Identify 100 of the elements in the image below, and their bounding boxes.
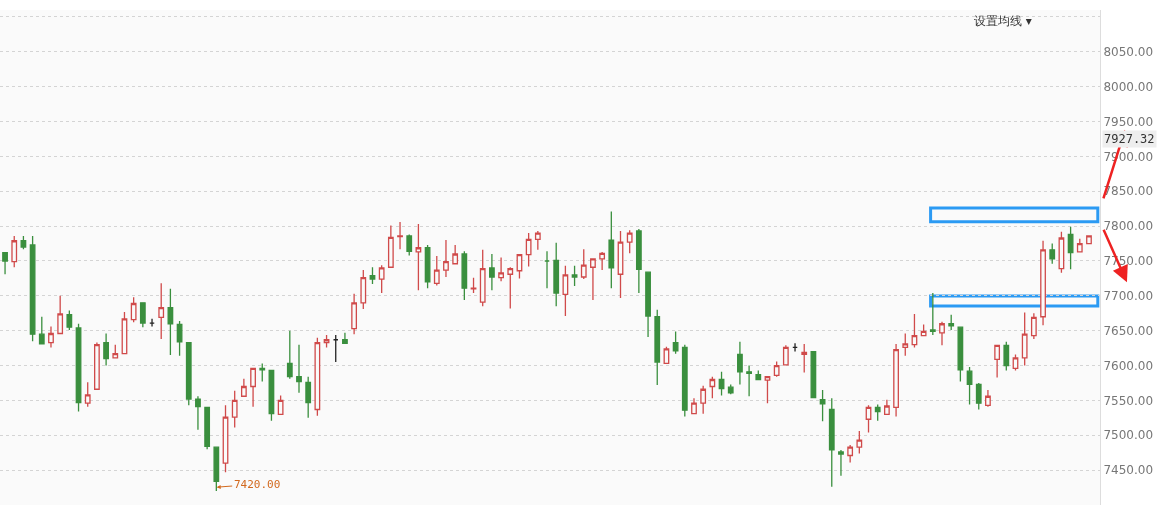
y-tick-label: 8000.00: [1103, 79, 1154, 94]
candlestick: [553, 242, 560, 307]
candlestick: [286, 330, 293, 380]
candlestick: [277, 394, 284, 416]
y-tick-label: 7500.00: [1103, 428, 1154, 443]
candlestick: [314, 337, 321, 417]
candlestick: [231, 390, 238, 429]
annotation: 设置均线 ▾: [974, 14, 1032, 28]
candlestick: [994, 344, 1001, 379]
candlestick: [167, 288, 174, 356]
candlestick: [84, 381, 91, 408]
candlestick: [700, 385, 707, 415]
candlestick: [296, 344, 302, 394]
candlestick: [681, 344, 688, 418]
y-tick-label: 7700.00: [1103, 289, 1154, 304]
candlestick: [975, 382, 982, 411]
candlestick: [461, 250, 468, 301]
candlestick: [691, 397, 697, 415]
candlestick: [856, 430, 863, 455]
candlestick: [782, 344, 789, 366]
candlestick: [920, 323, 927, 337]
candlestick: [378, 264, 385, 294]
candlestick: [948, 314, 955, 331]
candlestick: [38, 316, 45, 345]
candlestick: [755, 369, 762, 381]
candlestick: [479, 249, 486, 307]
candlestick: [406, 233, 413, 257]
candlestick: [883, 399, 890, 416]
candlestick: [635, 228, 642, 294]
candlestick: [240, 378, 247, 397]
candlestick: [865, 404, 872, 434]
candlestick: [29, 235, 36, 342]
candlestick: [534, 230, 541, 251]
candlestick: [746, 364, 752, 397]
candlestick: [645, 271, 651, 338]
candlestick: [727, 383, 734, 395]
candlestick: [498, 256, 504, 282]
y-tick-label: 7800.00: [1103, 219, 1154, 234]
candlestick: [893, 343, 899, 418]
candlestick: [103, 332, 109, 367]
candlestick: [130, 296, 137, 323]
candlestick: [369, 266, 376, 285]
candlestick: [939, 320, 945, 346]
candlestick: [94, 341, 100, 390]
candlestick: [544, 250, 550, 289]
candlestick: [562, 265, 569, 317]
candlestick: [332, 334, 339, 363]
candlestick: [1049, 242, 1056, 265]
candlestick: [66, 309, 73, 331]
candlestick: [902, 332, 909, 357]
candlestick: [1040, 240, 1046, 326]
candlestick: [617, 230, 624, 299]
text: 7927.32: [1104, 132, 1155, 146]
candlestick: [139, 302, 146, 328]
candlestick: [204, 406, 211, 450]
candlestick: [525, 232, 532, 268]
candlestick: [195, 395, 201, 431]
y-tick-label: 7950.00: [1103, 114, 1154, 129]
candlestick: [185, 341, 192, 406]
candlestick: [571, 265, 578, 287]
candlestick: [470, 277, 477, 294]
candlestick: [801, 343, 808, 374]
candlestick: [424, 244, 431, 289]
candlestick: [929, 292, 936, 336]
candlestick: [149, 318, 155, 328]
y-tick-label: 7450.00: [1103, 463, 1154, 478]
candlestick: [250, 367, 256, 408]
candlestick: [112, 344, 119, 360]
candlestick: [828, 397, 835, 488]
candlestick: [718, 371, 725, 397]
candlestick: [57, 295, 64, 335]
candlestick: [580, 248, 587, 280]
candlestick: [792, 342, 798, 353]
candlestick: [985, 389, 991, 408]
candlestick: [957, 326, 964, 383]
candlestick: [305, 376, 312, 419]
y-tick-label: 8050.00: [1103, 45, 1154, 60]
candlestick: [1003, 341, 1010, 372]
candlestick: [351, 293, 358, 335]
candlestick: [1067, 226, 1074, 270]
candlestick: [1076, 238, 1083, 254]
candlestick: [819, 389, 826, 422]
y-tick-label: 7600.00: [1103, 358, 1154, 373]
candlestick: [911, 313, 918, 349]
candlestick: [1021, 311, 1028, 367]
candlestick: [590, 257, 596, 301]
candlestick: [20, 235, 27, 250]
candlestick: [608, 210, 615, 289]
candlestick: [176, 320, 183, 357]
candlestick: [847, 444, 854, 464]
candlestick: [1030, 312, 1037, 340]
candlestick: [737, 341, 743, 386]
candlestick: [507, 266, 514, 310]
candlestick: [599, 251, 606, 271]
candlestick: [433, 255, 440, 287]
candlestick: [48, 325, 54, 349]
candlestick: [874, 403, 881, 422]
candlestick: [709, 376, 716, 399]
y-tick-label: 7550.00: [1103, 393, 1154, 408]
candlestick: [452, 244, 459, 265]
